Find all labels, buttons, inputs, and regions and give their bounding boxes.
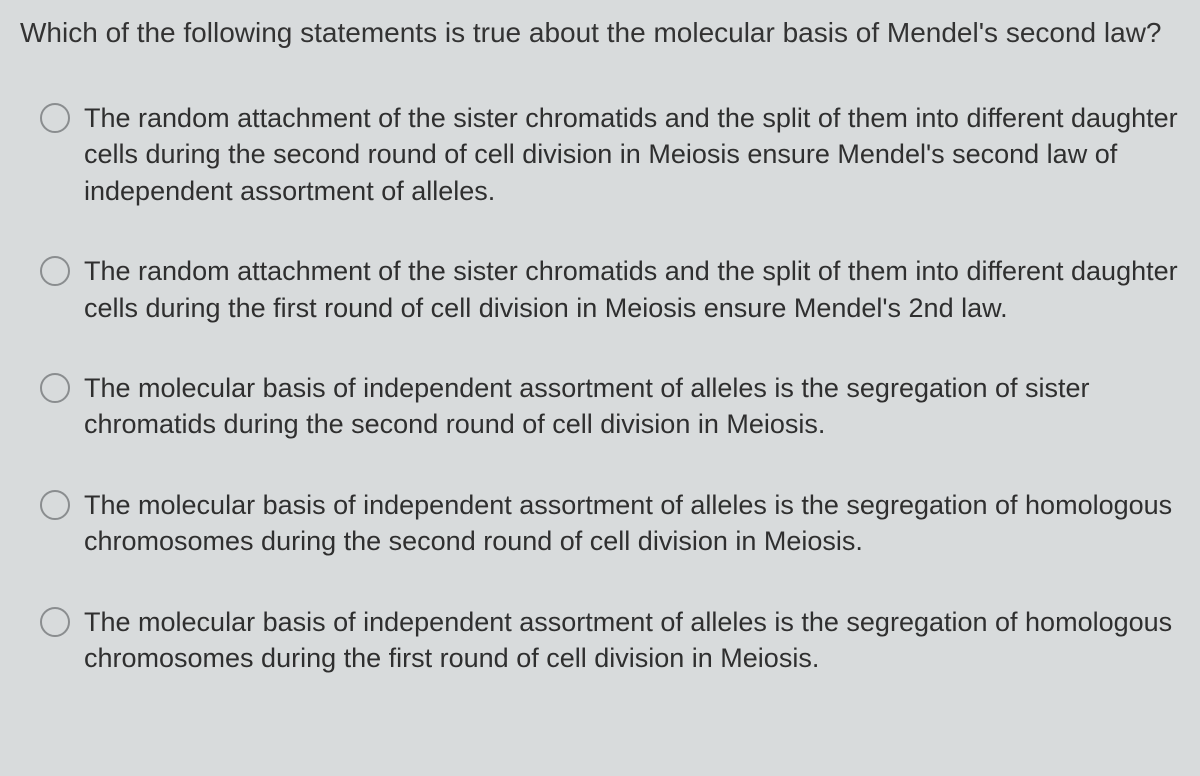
option-d-text: The molecular basis of independent assor…	[84, 487, 1180, 560]
question-text: Which of the following statements is tru…	[20, 14, 1180, 52]
radio-icon[interactable]	[40, 103, 70, 133]
option-a-text: The random attachment of the sister chro…	[84, 100, 1180, 209]
option-c-text: The molecular basis of independent assor…	[84, 370, 1180, 443]
options-group: The random attachment of the sister chro…	[20, 100, 1180, 677]
option-e-text: The molecular basis of independent assor…	[84, 604, 1180, 677]
radio-icon[interactable]	[40, 490, 70, 520]
option-e[interactable]: The molecular basis of independent assor…	[40, 604, 1180, 677]
option-b[interactable]: The random attachment of the sister chro…	[40, 253, 1180, 326]
radio-icon[interactable]	[40, 256, 70, 286]
radio-icon[interactable]	[40, 373, 70, 403]
option-b-text: The random attachment of the sister chro…	[84, 253, 1180, 326]
option-d[interactable]: The molecular basis of independent assor…	[40, 487, 1180, 560]
radio-icon[interactable]	[40, 607, 70, 637]
option-c[interactable]: The molecular basis of independent assor…	[40, 370, 1180, 443]
option-a[interactable]: The random attachment of the sister chro…	[40, 100, 1180, 209]
